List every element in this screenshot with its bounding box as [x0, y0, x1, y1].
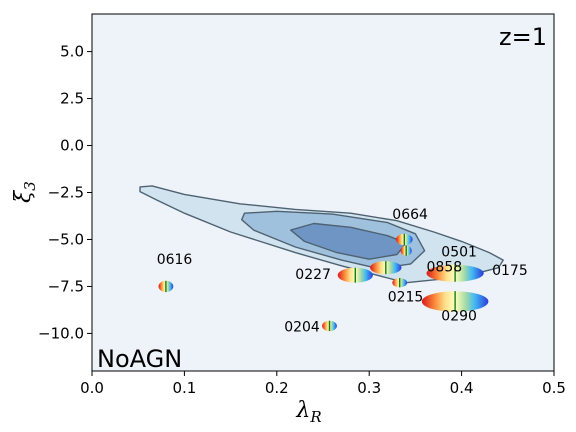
y-tick-label: 2.5	[60, 90, 84, 108]
object-label-0204: 0204	[284, 320, 320, 336]
object-label-0175: 0175	[492, 263, 528, 279]
contour-group	[139, 185, 504, 284]
x-tick-label: 0.0	[80, 379, 104, 397]
y-tick-label: 5.0	[60, 43, 84, 61]
x-axis-title-main: λ	[295, 398, 310, 423]
y-axis-title: ξ3	[11, 181, 39, 203]
object-label-0227: 0227	[295, 267, 331, 283]
y-axis-title-sub: 3	[21, 181, 39, 191]
x-tick-label: 0.1	[172, 379, 196, 397]
x-axis-title-sub: R	[309, 408, 321, 426]
object-group	[158, 233, 489, 332]
y-tick-label: −2.5	[48, 184, 84, 202]
y-tick-label: −5.0	[48, 230, 84, 248]
y-tick-label: −10.0	[38, 324, 84, 342]
x-tick-label: 0.3	[357, 379, 381, 397]
redshift-label: z=1	[499, 23, 547, 51]
object-label-0290: 0290	[441, 308, 477, 324]
model-label: NoAGN	[97, 345, 182, 373]
x-axis: 0.0 0.1 0.2 0.3 0.4 0.5	[80, 371, 566, 397]
object-label-0215: 0215	[388, 290, 424, 306]
x-tick-label: 0.5	[542, 379, 566, 397]
x-tick-label: 0.4	[450, 379, 474, 397]
object-label-0858: 0858	[427, 259, 463, 275]
y-tick-label: 0.0	[60, 137, 84, 155]
y-axis: 5.0 2.5 0.0 −2.5 −5.0 −7.5 −10.0	[38, 43, 92, 342]
object-label-0501: 0501	[441, 244, 477, 260]
y-tick-label: −7.5	[48, 277, 84, 295]
object-label-0664: 0664	[392, 207, 428, 223]
x-tick-label: 0.2	[265, 379, 289, 397]
x-axis-title: λR	[295, 398, 321, 426]
object-label-0616: 0616	[157, 252, 193, 268]
y-axis-title-main: ξ	[11, 189, 36, 203]
